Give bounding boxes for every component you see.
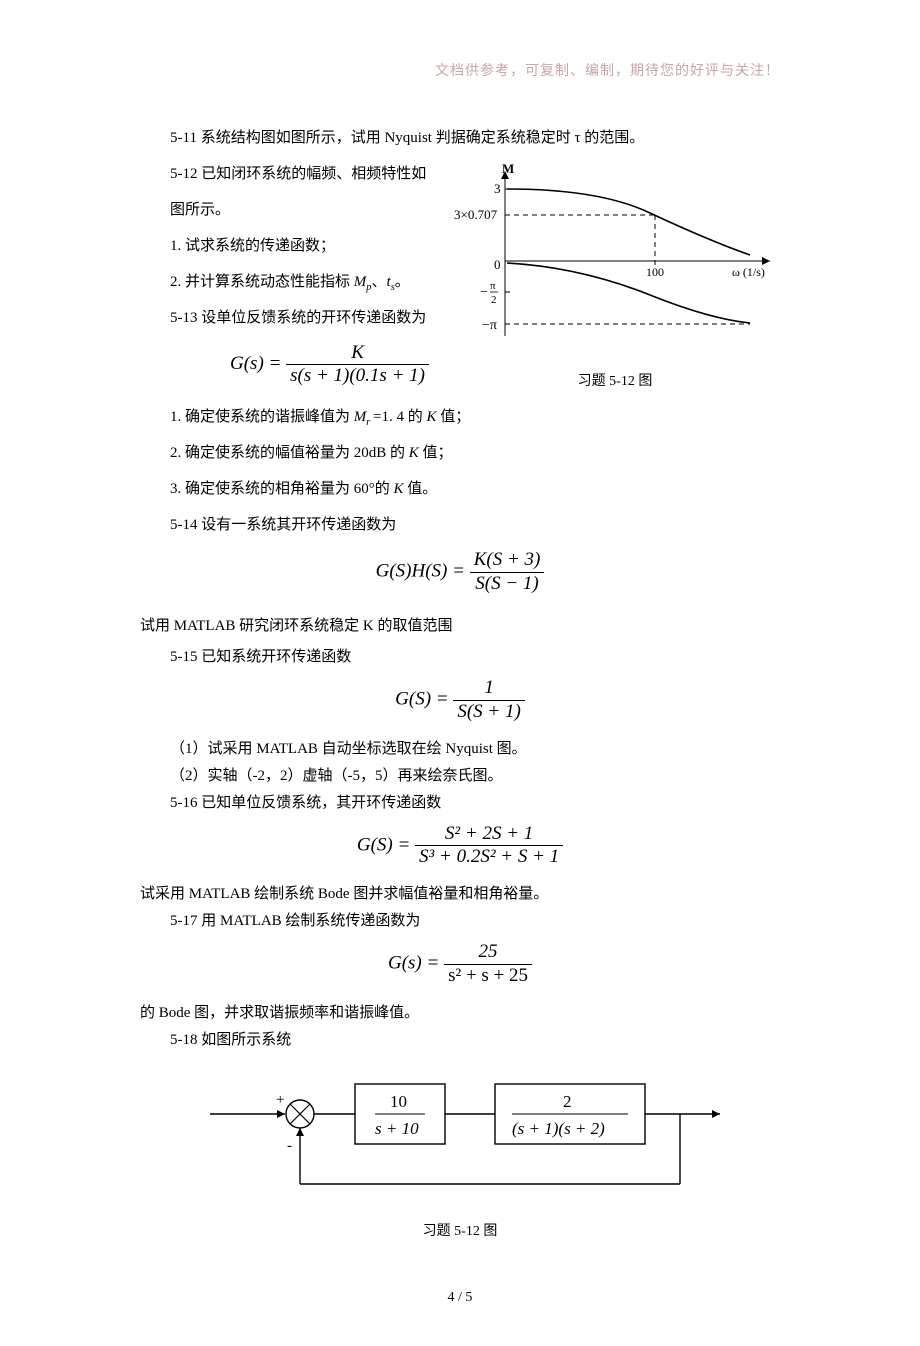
end: 值。: [404, 481, 438, 497]
problem-5-14-note: 试用 MATLAB 研究闭环系统稳定 K 的取值范围: [140, 608, 780, 644]
problem-5-13-item2: 2. 确定使系统的幅值裕量为 20dB 的 K 值；: [140, 435, 780, 471]
block1-den: s + 10: [375, 1119, 419, 1138]
svg-text:−: −: [480, 285, 488, 300]
header-note: 文档供参考，可复制、编制，期待您的好评与关注！: [140, 60, 780, 80]
text: 3. 确定使系统的相角裕量为 60°的: [170, 481, 394, 497]
numerator: K(S + 3): [470, 549, 545, 573]
formula-5-14: G(S)H(S) = K(S + 3) S(S − 1): [140, 549, 780, 596]
numerator: 25: [444, 941, 532, 965]
minus-label: -: [287, 1138, 292, 1154]
k: K: [394, 481, 404, 497]
problem-5-15-item1: （1）试采用 MATLAB 自动坐标选取在绘 Nyquist 图。: [140, 736, 780, 763]
problem-5-14: 5-14 设有一系统其开环传递函数为: [140, 507, 780, 543]
figure-5-12-caption: 习题 5-12 图: [450, 370, 780, 390]
denominator: s² + s + 25: [444, 965, 532, 988]
mp: M: [354, 274, 367, 290]
block1-num: 10: [390, 1092, 407, 1111]
page-footer: 4 / 5: [140, 1290, 780, 1306]
numerator: S² + 2S + 1: [415, 823, 563, 847]
k: K: [426, 409, 436, 425]
lhs: G(S) =: [395, 689, 453, 710]
problem-5-13-item3: 3. 确定使系统的相角裕量为 60°的 K 值。: [140, 471, 780, 507]
svg-text:0: 0: [494, 257, 501, 272]
problem-5-17-note: 的 Bode 图，并求取谐振频率和谐振峰值。: [140, 1000, 780, 1027]
svg-text:π: π: [490, 280, 496, 292]
svg-text:3: 3: [494, 181, 501, 196]
fraction: S² + 2S + 1 S³ + 0.2S² + S + 1: [415, 823, 563, 870]
formula-5-15: G(S) = 1 S(S + 1): [140, 677, 780, 724]
svg-text:M: M: [502, 161, 514, 176]
svg-text:ω (1/s): ω (1/s): [732, 265, 765, 279]
lhs: G(s) =: [230, 353, 286, 374]
formula-5-17: G(s) = 25 s² + s + 25: [140, 941, 780, 988]
svg-text:100: 100: [646, 265, 664, 279]
problem-5-17: 5-17 用 MATLAB 绘制系统传递函数为: [140, 908, 780, 935]
svg-text:−π: −π: [482, 318, 497, 333]
denominator: s(s + 1)(0.1s + 1): [286, 365, 429, 387]
block-diagram: + - 10 s + 10 2 (s + 1)(s + 2): [190, 1064, 730, 1214]
problem-5-18: 5-18 如图所示系统: [140, 1027, 780, 1054]
eq: =1. 4 的: [373, 409, 426, 425]
end: 值；: [419, 445, 453, 461]
problem-5-15: 5-15 已知系统开环传递函数: [140, 644, 780, 671]
text: 2. 确定使系统的幅值裕量为 20dB 的: [170, 445, 409, 461]
bode-sketch: M 3 3×0.707 0 − π 2 −π 100 ω (1/s): [450, 161, 780, 361]
fraction: 1 S(S + 1): [453, 677, 524, 724]
lhs: G(S) =: [357, 834, 415, 855]
problem-5-16: 5-16 已知单位反馈系统，其开环传递函数: [140, 790, 780, 817]
block2-num: 2: [563, 1092, 572, 1111]
numerator: 1: [453, 677, 524, 701]
problem-5-15-item2: （2）实轴（-2，2）虚轴（-5，5）再来绘奈氏图。: [140, 763, 780, 790]
k: K: [409, 445, 419, 461]
text: 2. 并计算系统动态性能指标: [170, 274, 354, 290]
end: 。: [395, 274, 410, 290]
plus-label: +: [276, 1092, 284, 1108]
mr: M: [354, 409, 367, 425]
fraction: 25 s² + s + 25: [444, 941, 532, 988]
svg-text:2: 2: [491, 294, 497, 306]
svg-text:3×0.707: 3×0.707: [454, 207, 498, 222]
page: 文档供参考，可复制、编制，期待您的好评与关注！ 5-11 系统结构图如图所示，试…: [0, 0, 920, 1346]
denominator: S³ + 0.2S² + S + 1: [415, 846, 563, 869]
problem-5-13-item1: 1. 确定使系统的谐振峰值为 Mr =1. 4 的 K 值；: [140, 399, 780, 435]
problem-5-16-note: 试采用 MATLAB 绘制系统 Bode 图并求幅值裕量和相角裕量。: [140, 881, 780, 908]
denominator: S(S − 1): [470, 573, 545, 596]
end: 值；: [436, 409, 470, 425]
figure-5-12: M 3 3×0.707 0 − π 2 −π 100 ω (1/s): [450, 161, 780, 390]
problem-5-11: 5-11 系统结构图如图所示，试用 Nyquist 判据确定系统稳定时 τ 的范…: [140, 120, 780, 156]
fraction: K(S + 3) S(S − 1): [470, 549, 545, 596]
text: 1. 确定使系统的谐振峰值为: [170, 409, 354, 425]
fraction: K s(s + 1)(0.1s + 1): [286, 342, 429, 387]
sep: 、: [372, 274, 387, 290]
block-diagram-caption: 习题 5-12 图: [140, 1220, 780, 1240]
numerator: K: [286, 342, 429, 365]
denominator: S(S + 1): [453, 701, 524, 724]
lhs: G(S)H(S) =: [376, 561, 470, 582]
lhs: G(s) =: [388, 953, 444, 974]
formula-5-16: G(S) = S² + 2S + 1 S³ + 0.2S² + S + 1: [140, 823, 780, 870]
block2-den: (s + 1)(s + 2): [512, 1119, 605, 1138]
